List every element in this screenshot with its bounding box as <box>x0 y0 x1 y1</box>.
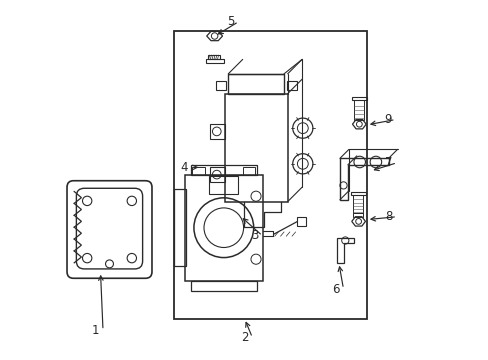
Bar <box>242 167 255 175</box>
Bar <box>190 165 257 175</box>
Bar <box>208 55 220 59</box>
Bar <box>353 100 363 120</box>
Text: 2: 2 <box>240 331 248 344</box>
Bar <box>351 97 366 100</box>
Bar <box>205 59 223 63</box>
Bar <box>185 175 262 281</box>
Text: 1: 1 <box>91 324 99 337</box>
Bar <box>352 213 363 217</box>
Bar <box>192 167 204 175</box>
Bar <box>209 176 238 194</box>
Bar <box>286 81 296 90</box>
Text: 5: 5 <box>226 15 234 28</box>
Text: 8: 8 <box>385 210 392 223</box>
Bar <box>228 74 284 94</box>
Bar <box>174 31 366 319</box>
Bar <box>297 217 306 226</box>
Bar <box>352 195 363 213</box>
Text: 7: 7 <box>385 156 392 169</box>
Text: 4: 4 <box>180 161 187 174</box>
Text: 3: 3 <box>250 229 258 242</box>
Text: 6: 6 <box>331 283 339 296</box>
Bar <box>350 192 366 195</box>
Bar <box>190 281 257 291</box>
Text: 9: 9 <box>383 113 391 126</box>
Bar <box>215 81 225 90</box>
Bar <box>224 94 287 202</box>
Bar <box>174 189 185 266</box>
